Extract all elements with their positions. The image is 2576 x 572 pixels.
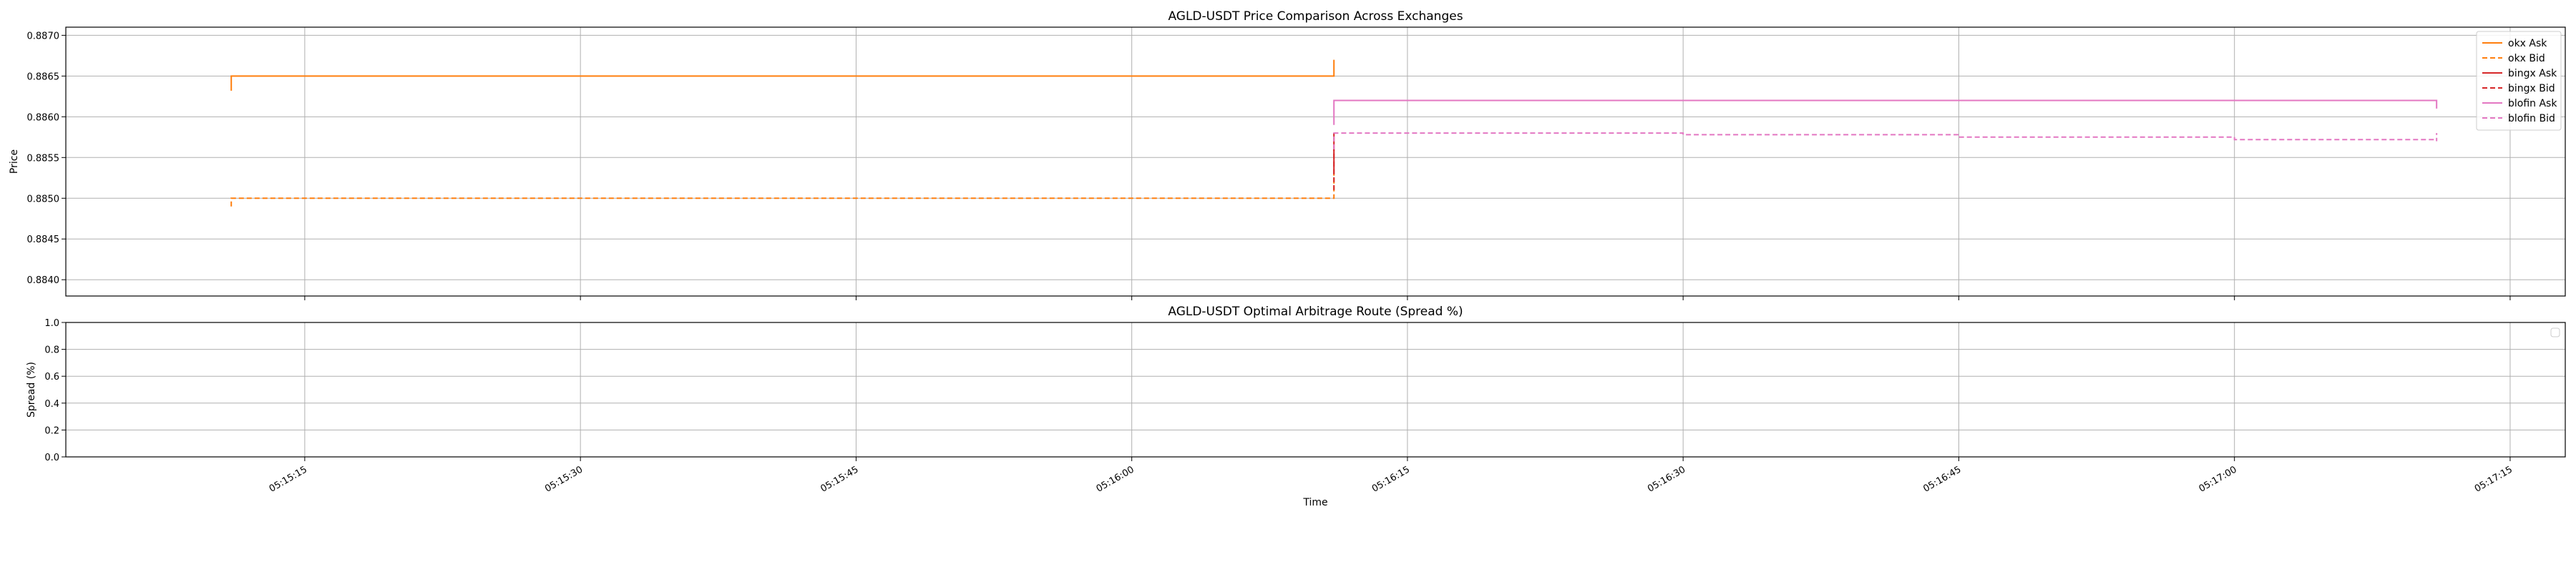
spread-y-tick-label: 1.0 [44,318,59,329]
spread-y-tick-label: 0.4 [44,399,59,410]
legend-label-blofin-ask: blofin Ask [2508,98,2557,109]
legend-box [2476,31,2562,131]
spread-y-ticks: 0.0 0.2 0.4 0.6 0.8 1.0 [44,318,66,463]
series-blofin-ask [1333,99,2438,125]
price-y-tick-label: 0.8840 [27,275,60,286]
price-comparison-chart: 0.8840 0.8845 0.8850 0.8855 0.8860 0.8865 0.88… [9,9,2566,300]
legend-label-blofin-bid: blofin Bid [2508,113,2555,124]
legend-label-bingx-ask: bingx Ask [2508,68,2557,79]
spread-y-axis-label: Spread (%) [26,362,37,418]
price-y-tick-label: 0.8845 [27,235,60,245]
legend-label-okx-bid: okx Bid [2508,53,2545,64]
series-okx-bid [230,174,1335,207]
price-legend: okx Ask okx Bid bingx Ask bingx Bid blofin A… [2476,31,2562,131]
spread-legend-empty [2550,327,2560,337]
price-y-tick-label: 0.8865 [27,72,60,82]
series-blofin-bid [1333,132,2438,149]
price-y-axis-label: Price [9,149,20,174]
spread-y-tick-label: 0.6 [44,372,59,383]
price-plot-area [66,27,2565,296]
price-y-ticks: 0.8840 0.8845 0.8850 0.8855 0.8860 0.8865 0.88… [27,31,66,286]
spread-y-tick-label: 0.0 [44,453,59,463]
series-okx-ask [230,59,1335,91]
price-series [230,59,2438,207]
price-y-tick-label: 0.8850 [27,194,60,204]
price-y-tick-label: 0.8870 [27,31,60,41]
price-axes-frame [65,26,2566,297]
spread-axes-frame [65,322,2566,458]
spread-plot-area [66,322,2565,457]
price-chart-title: AGLD-USDT Price Comparison Across Exchan… [1168,9,1463,24]
time-x-axis-label: Time [1302,497,1327,508]
spread-y-tick-label: 0.8 [44,345,59,356]
legend-label-okx-ask: okx Ask [2508,38,2547,49]
spread-y-tick-label: 0.2 [44,425,59,436]
price-y-tick-label: 0.8855 [27,153,60,164]
price-x-ticks [304,296,2511,300]
price-y-tick-label: 0.8860 [27,112,60,123]
spread-chart-title: AGLD-USDT Optimal Arbitrage Route (Sprea… [1168,305,1463,319]
legend-label-bingx-bid: bingx Bid [2508,83,2555,94]
